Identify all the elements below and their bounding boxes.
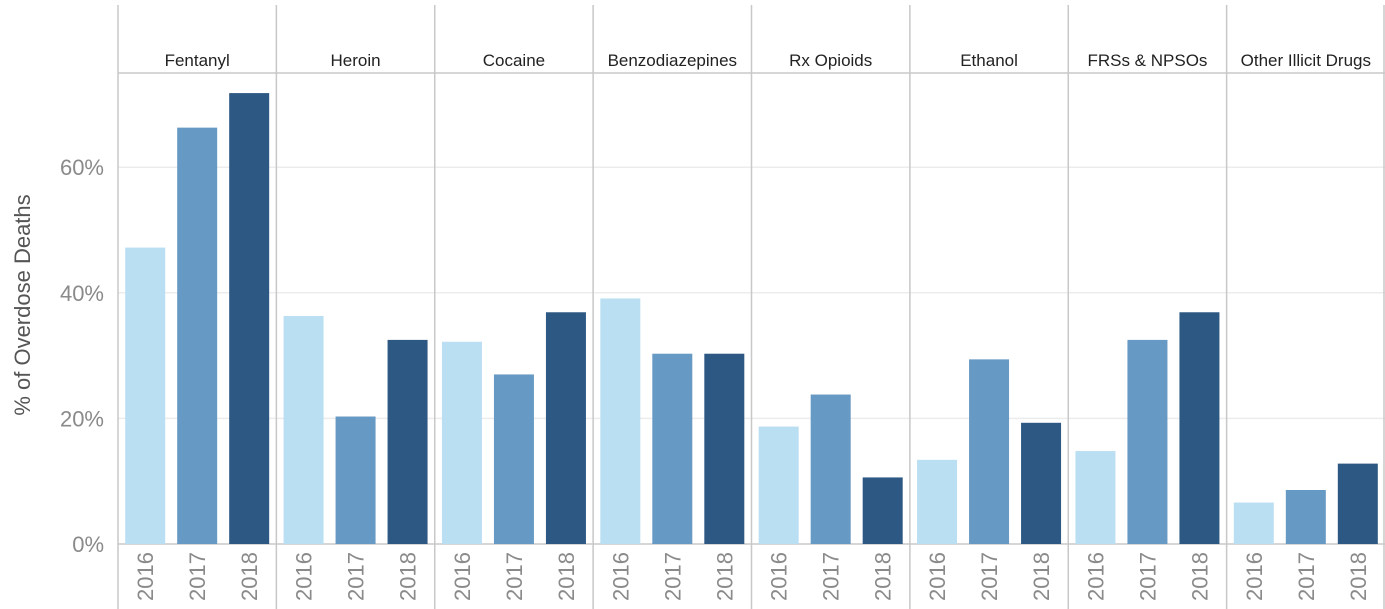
panel-header: Cocaine bbox=[483, 51, 545, 70]
x-tick-label: 2016 bbox=[767, 552, 792, 601]
bar bbox=[493, 374, 534, 544]
bar bbox=[1285, 489, 1326, 544]
x-tick-label: 2016 bbox=[133, 552, 158, 601]
bar bbox=[1233, 502, 1274, 544]
axis-layer: 0% 20% 40% 60% 2016 2017 2018 2016 2017 2018 2016 2… bbox=[60, 155, 1371, 601]
panel-header: Fentanyl bbox=[165, 51, 230, 70]
bar bbox=[652, 353, 693, 544]
bar bbox=[1337, 463, 1378, 544]
panel-header: FRSs & NPSOs bbox=[1087, 51, 1207, 70]
bar bbox=[758, 426, 799, 544]
bar bbox=[704, 353, 745, 544]
y-tick-label: 0% bbox=[72, 532, 104, 557]
bar bbox=[1179, 312, 1220, 544]
y-tick-label: 20% bbox=[60, 406, 104, 431]
x-tick-label: 2018 bbox=[396, 552, 421, 601]
x-tick-label: 2016 bbox=[292, 552, 317, 601]
panel-header: Heroin bbox=[331, 51, 381, 70]
x-tick-label: 2017 bbox=[344, 552, 369, 601]
x-tick-label: 2018 bbox=[712, 552, 737, 601]
x-tick-label: 2018 bbox=[1187, 552, 1212, 601]
bar bbox=[1021, 422, 1062, 544]
x-tick-label: 2017 bbox=[660, 552, 685, 601]
bar bbox=[335, 416, 376, 544]
x-tick-label: 2017 bbox=[502, 552, 527, 601]
y-axis-label: % of Overdose Deaths bbox=[10, 194, 35, 415]
bar bbox=[810, 394, 851, 544]
x-tick-label: 2017 bbox=[185, 552, 210, 601]
panel-layer: Fentanyl Heroin Cocaine Benzodiazepines Rx O… bbox=[117, 5, 1385, 609]
bar bbox=[125, 247, 166, 545]
panel-header: Benzodiazepines bbox=[608, 51, 737, 70]
x-tick-label: 2018 bbox=[554, 552, 579, 601]
bar-layer bbox=[125, 93, 1378, 545]
bar bbox=[1075, 451, 1116, 544]
x-tick-label: 2016 bbox=[925, 552, 950, 601]
bar bbox=[1127, 339, 1168, 544]
bar bbox=[387, 339, 428, 544]
bar bbox=[917, 459, 958, 544]
x-tick-label: 2018 bbox=[1346, 552, 1371, 601]
panel-header: Rx Opioids bbox=[789, 51, 872, 70]
x-tick-label: 2017 bbox=[819, 552, 844, 601]
bar bbox=[441, 341, 482, 544]
x-tick-label: 2017 bbox=[1294, 552, 1319, 601]
x-tick-label: 2018 bbox=[237, 552, 262, 601]
panel-header: Ethanol bbox=[960, 51, 1018, 70]
x-tick-label: 2018 bbox=[871, 552, 896, 601]
bar bbox=[283, 316, 324, 544]
bar bbox=[862, 477, 903, 544]
x-tick-label: 2018 bbox=[1029, 552, 1054, 601]
x-tick-label: 2016 bbox=[1242, 552, 1267, 601]
bar bbox=[229, 93, 270, 544]
y-tick-label: 40% bbox=[60, 281, 104, 306]
bar bbox=[545, 312, 586, 544]
x-tick-label: 2017 bbox=[1135, 552, 1160, 601]
panel-header: Other Illicit Drugs bbox=[1241, 51, 1371, 70]
x-tick-label: 2016 bbox=[608, 552, 633, 601]
bar bbox=[600, 298, 641, 544]
x-tick-label: 2017 bbox=[977, 552, 1002, 601]
bar bbox=[969, 359, 1010, 544]
x-tick-label: 2016 bbox=[1083, 552, 1108, 601]
bar bbox=[177, 127, 218, 545]
x-tick-label: 2016 bbox=[450, 552, 475, 601]
y-tick-label: 60% bbox=[60, 155, 104, 180]
